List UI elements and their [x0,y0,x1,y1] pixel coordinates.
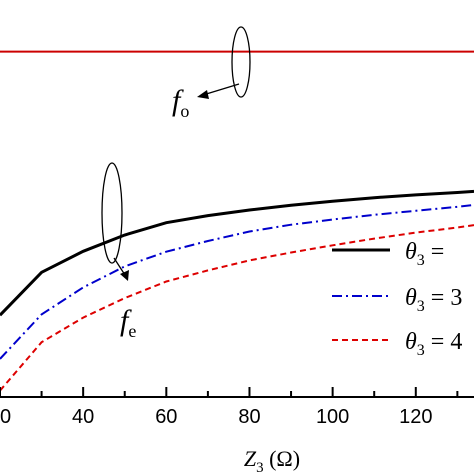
series-layer [0,50,474,392]
series-line-2 [0,203,474,360]
legend-label-1: θ3 = [405,239,444,269]
series-line-3 [0,224,474,392]
x-tick-label: 120 [399,406,432,428]
fo-arrowhead [197,90,209,99]
legend-label-2: θ3 = 3 [405,285,462,315]
x-tick-label: 20 [0,406,11,428]
annotation-layer: fo fe [101,26,251,341]
x-axis-title: Z3 (Ω) [244,446,300,474]
x-tick-label: 40 [72,406,94,428]
fe-ellipse [101,162,123,264]
fo-arrow [202,83,240,96]
x-tick-label: 80 [238,406,260,428]
series-line-1 [0,189,474,317]
x-axis: 20 40 60 80 100 120 [0,387,459,428]
legend-label-3: θ3 = 4 [405,329,462,359]
fe-arrow [113,257,126,276]
legend: θ3 = θ3 = 3 θ3 = 4 [332,239,462,359]
fe-arrowhead [120,270,129,281]
annotation-label-fe: fe [120,304,136,341]
fo-ellipse [231,26,251,98]
annotation-label-fo: fo [172,84,189,121]
x-tick-label: 60 [155,406,177,428]
x-tick-label: 100 [316,406,349,428]
